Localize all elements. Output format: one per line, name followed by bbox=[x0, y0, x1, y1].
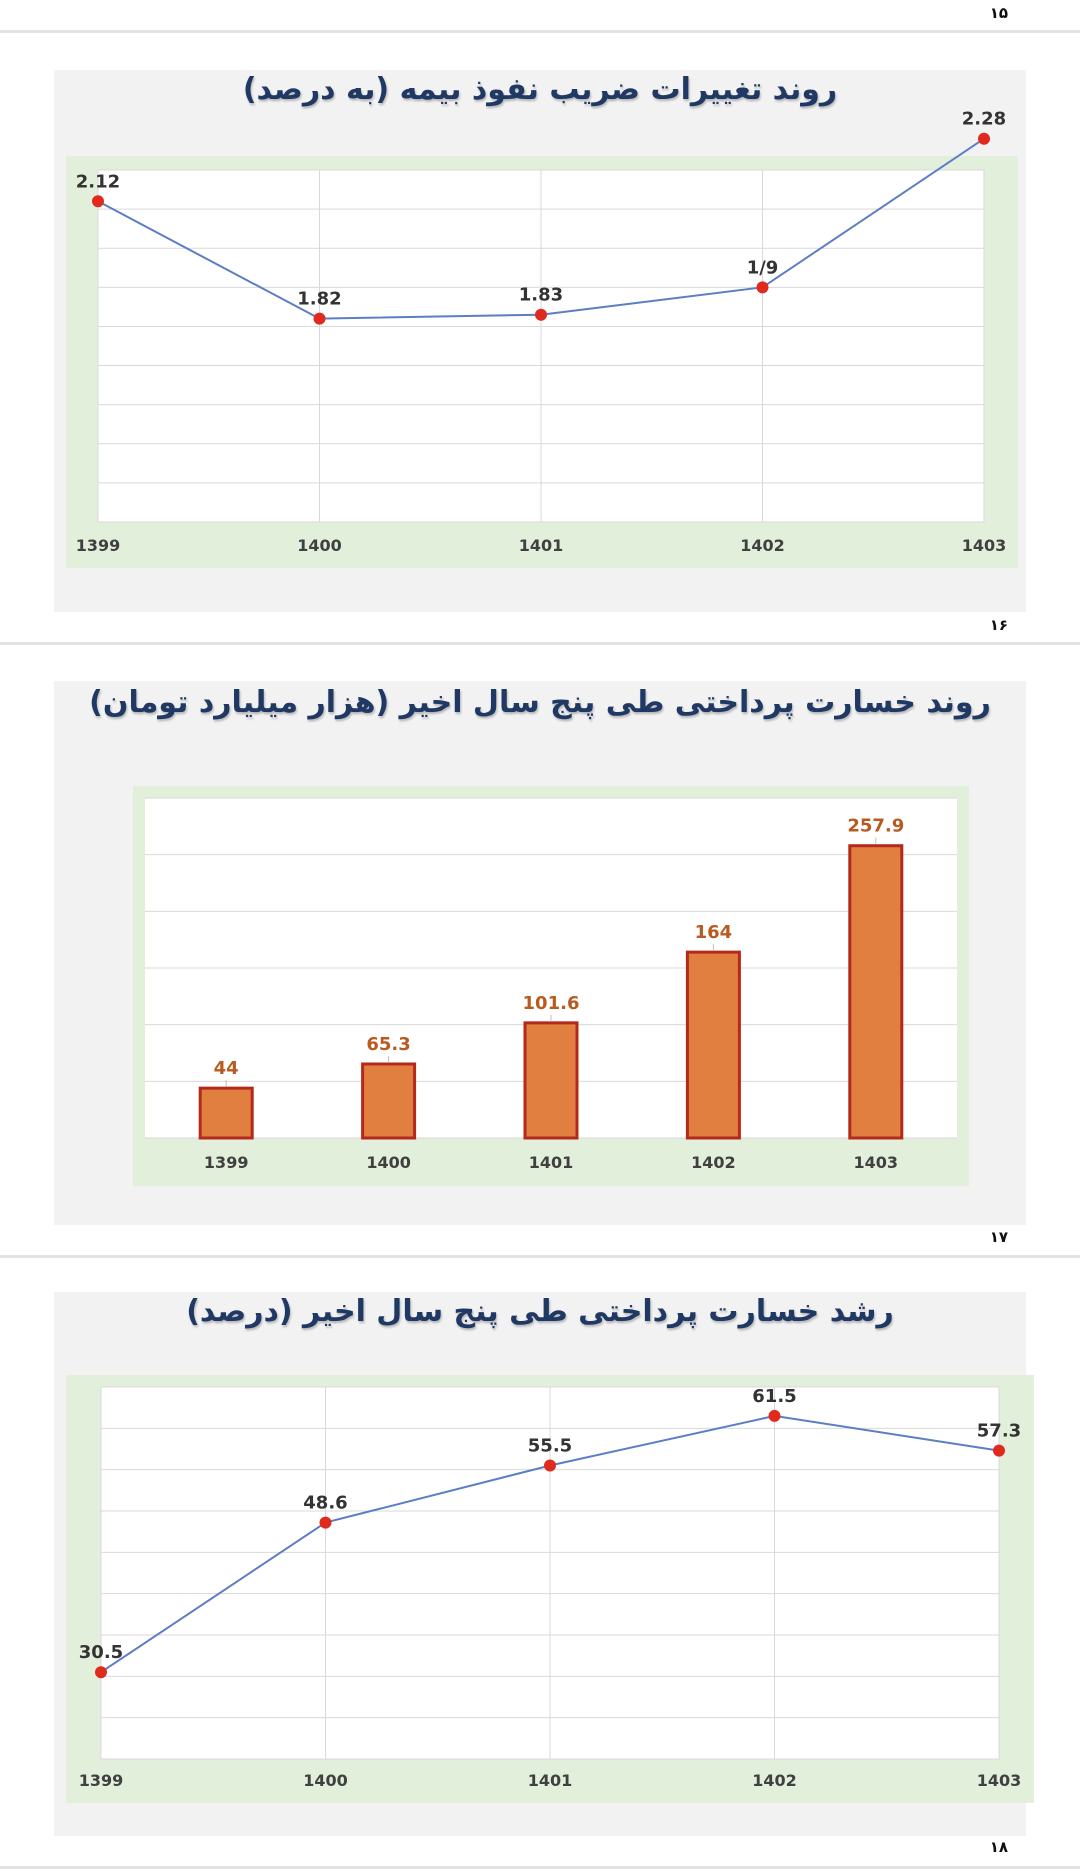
data-point-marker bbox=[978, 132, 990, 145]
x-axis-tick-label: 1402 bbox=[752, 1771, 797, 1790]
page-number: ۱۶ bbox=[989, 616, 1008, 634]
data-point-marker bbox=[319, 1516, 332, 1529]
x-axis-tick-label: 1401 bbox=[529, 1153, 574, 1172]
page-divider bbox=[0, 30, 1080, 33]
data-label: 65.3 bbox=[366, 1034, 410, 1055]
x-axis-tick-label: 1400 bbox=[303, 1771, 348, 1790]
data-point-marker bbox=[768, 1409, 781, 1422]
data-point-marker bbox=[313, 312, 326, 325]
data-label: 164 bbox=[695, 922, 733, 943]
chart-card-claims-growth: رشد خسارت پرداختی طی پنج سال اخیر (درصد)… bbox=[54, 1292, 1034, 1836]
data-label: 1.82 bbox=[297, 289, 341, 310]
chart-card-paid-claims: روند خسارت پرداختی طی پنج سال اخیر (هزار… bbox=[54, 681, 1026, 1225]
bar bbox=[685, 950, 741, 1140]
x-axis-tick-label: 1402 bbox=[740, 536, 785, 555]
data-label: 55.5 bbox=[528, 1436, 572, 1457]
x-axis-tick-label: 1400 bbox=[297, 536, 342, 555]
x-axis-tick-label: 1399 bbox=[76, 536, 121, 555]
page-number: ۱۷ bbox=[989, 1228, 1008, 1246]
data-point-marker bbox=[993, 1444, 1005, 1457]
page-number: ۱۵ bbox=[989, 4, 1008, 22]
bar bbox=[523, 1021, 579, 1140]
data-point-marker bbox=[544, 1459, 556, 1472]
data-point-marker bbox=[756, 281, 769, 294]
x-axis-tick-label: 1401 bbox=[519, 536, 564, 555]
bar bbox=[361, 1062, 417, 1140]
chart-title: رشد خسارت پرداختی طی پنج سال اخیر (درصد) bbox=[186, 1294, 894, 1329]
x-axis-tick-label: 1401 bbox=[528, 1771, 573, 1790]
bar bbox=[848, 844, 904, 1140]
data-label: 1.83 bbox=[519, 285, 563, 306]
page-divider bbox=[0, 642, 1080, 645]
bar-chart-paid-claims: 44 1399 65.3 1400 101.6 1401 164 1402 257.9 1403 bbox=[145, 797, 957, 1172]
bar bbox=[198, 1086, 254, 1140]
data-label: 61.5 bbox=[752, 1386, 796, 1407]
data-label: 2.12 bbox=[76, 171, 120, 192]
line-chart-claims-growth: 30.5 1399 48.6 1400 55.5 1401 61.5 1402 57.3 1403 bbox=[79, 1386, 1022, 1790]
plot-area-background: 44 1399 65.3 1400 101.6 1401 164 1402 257.9 1403 bbox=[133, 786, 969, 1186]
x-axis-tick-label: 1403 bbox=[977, 1771, 1022, 1790]
line-chart-insurance-penetration: 2.12 1399 1.82 1400 1.83 1401 1/9 1402 2.28 1403 bbox=[76, 109, 1007, 555]
chart-card-insurance-penetration: روند تغییرات ضریب نفوذ بیمه (به درصد) 2.… bbox=[54, 70, 1026, 612]
data-label: 257.9 bbox=[847, 816, 904, 837]
x-axis-tick-label: 1403 bbox=[962, 536, 1007, 555]
chart-title: روند خسارت پرداختی طی پنج سال اخیر (هزار… bbox=[89, 685, 991, 720]
data-point-marker bbox=[95, 1666, 107, 1679]
x-axis-tick-label: 1402 bbox=[691, 1153, 736, 1172]
chart-title: روند تغییرات ضریب نفوذ بیمه (به درصد) bbox=[242, 72, 838, 107]
data-label: 2.28 bbox=[962, 109, 1006, 130]
page-number: ۱۸ bbox=[989, 1838, 1008, 1856]
x-axis-tick-label: 1399 bbox=[79, 1771, 124, 1790]
x-axis-tick-label: 1403 bbox=[854, 1153, 899, 1172]
page-divider bbox=[0, 1255, 1080, 1258]
plot-area-background: 30.5 1399 48.6 1400 55.5 1401 61.5 1402 57.3 1403 bbox=[66, 1375, 1034, 1803]
data-label: 48.6 bbox=[303, 1493, 347, 1514]
data-label: 30.5 bbox=[79, 1642, 123, 1663]
data-point-marker bbox=[92, 195, 104, 208]
data-label: 44 bbox=[214, 1058, 239, 1079]
data-label: 101.6 bbox=[523, 993, 580, 1014]
data-point-marker bbox=[535, 308, 547, 321]
page-divider bbox=[0, 1866, 1080, 1869]
data-label: 57.3 bbox=[977, 1421, 1021, 1442]
data-label: 1/9 bbox=[747, 257, 779, 278]
x-axis-tick-label: 1399 bbox=[204, 1153, 249, 1172]
plot-area-background: 2.12 1399 1.82 1400 1.83 1401 1/9 1402 2.28 1403 bbox=[66, 109, 1018, 568]
x-axis-tick-label: 1400 bbox=[366, 1153, 411, 1172]
